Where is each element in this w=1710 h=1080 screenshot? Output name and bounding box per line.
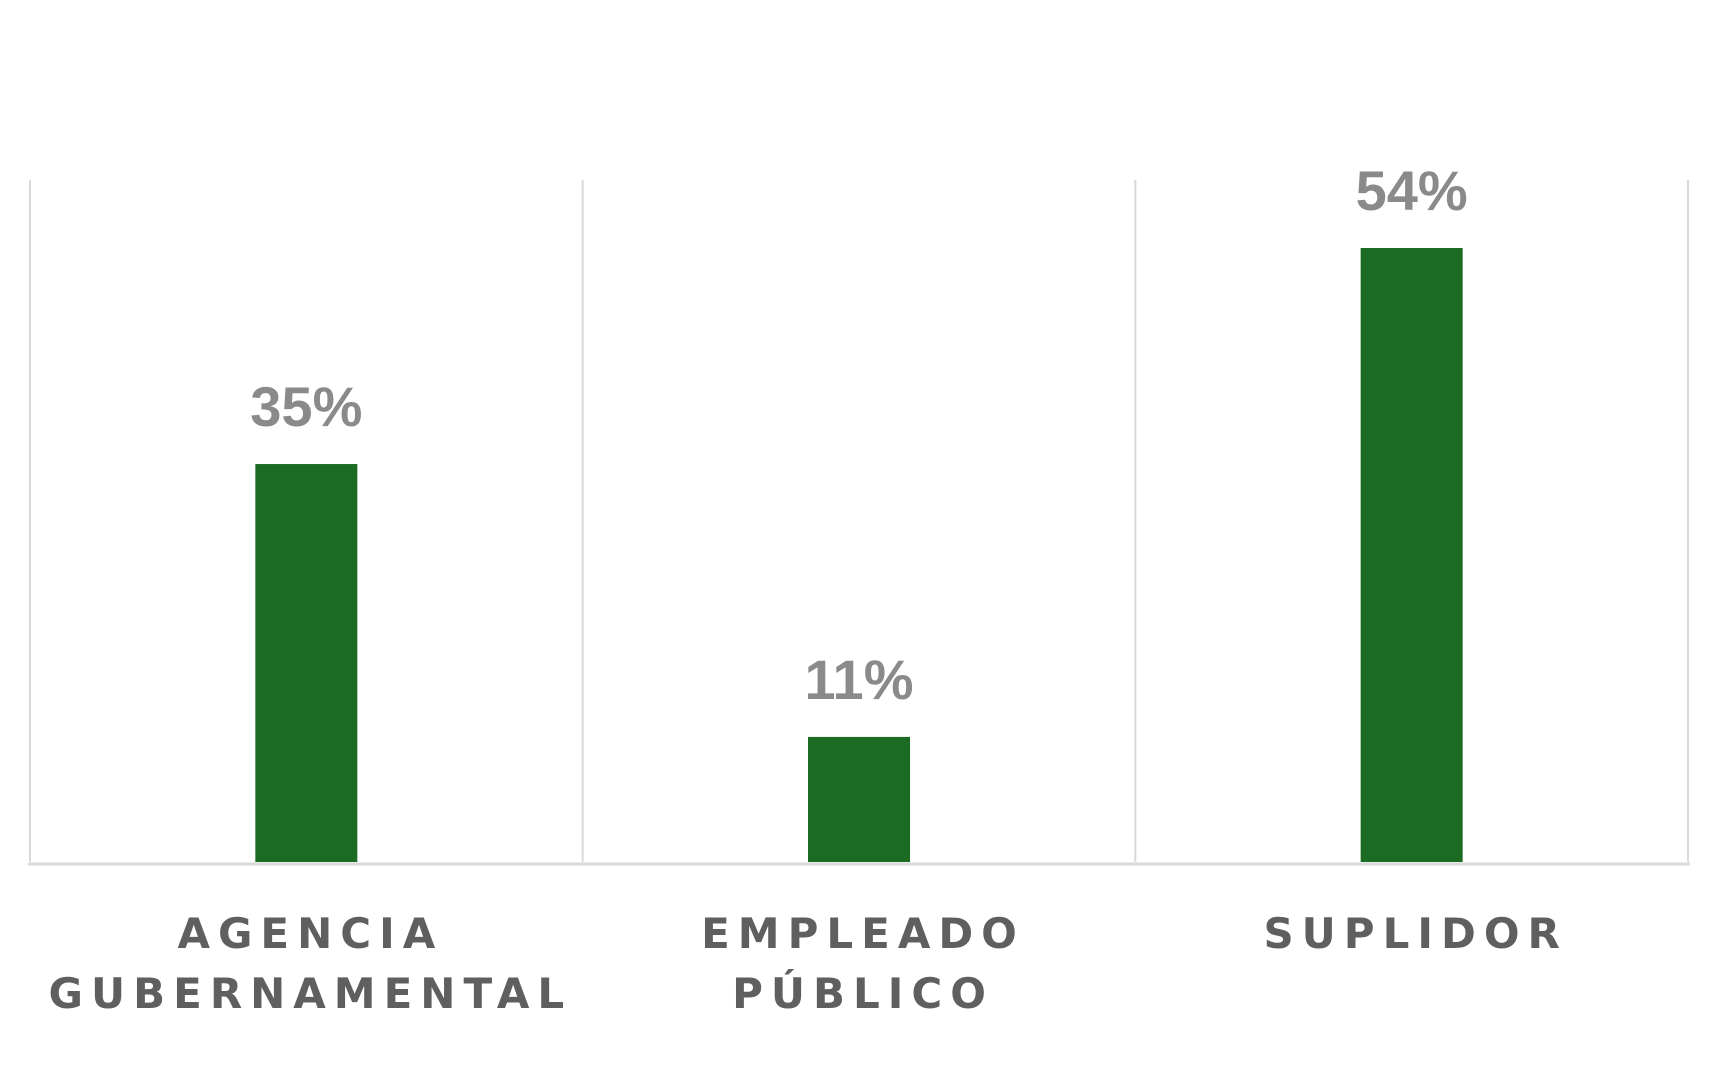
bar	[255, 464, 358, 862]
value-label-layer: 35% 11% 54%	[250, 159, 1467, 711]
data-label: 54%	[1356, 159, 1468, 222]
x-tick-label: EMPLEADO	[701, 909, 1025, 958]
x-tick-label: PÚBLICO	[732, 968, 994, 1018]
x-tick-label: AGENCIA	[177, 909, 443, 958]
data-label: 11%	[805, 648, 914, 711]
bar	[808, 736, 910, 862]
x-tick-label: SUPLIDOR	[1263, 909, 1567, 958]
grid-layer	[28, 180, 1690, 866]
category-label-layer: AGENCIA GUBERNAMENTAL EMPLEADO PÚBLICO SUPLI…	[49, 909, 1567, 1018]
bar-layer	[255, 248, 1463, 862]
bar	[1360, 248, 1463, 862]
x-tick-label: GUBERNAMENTAL	[49, 969, 573, 1018]
data-label: 35%	[250, 375, 362, 438]
